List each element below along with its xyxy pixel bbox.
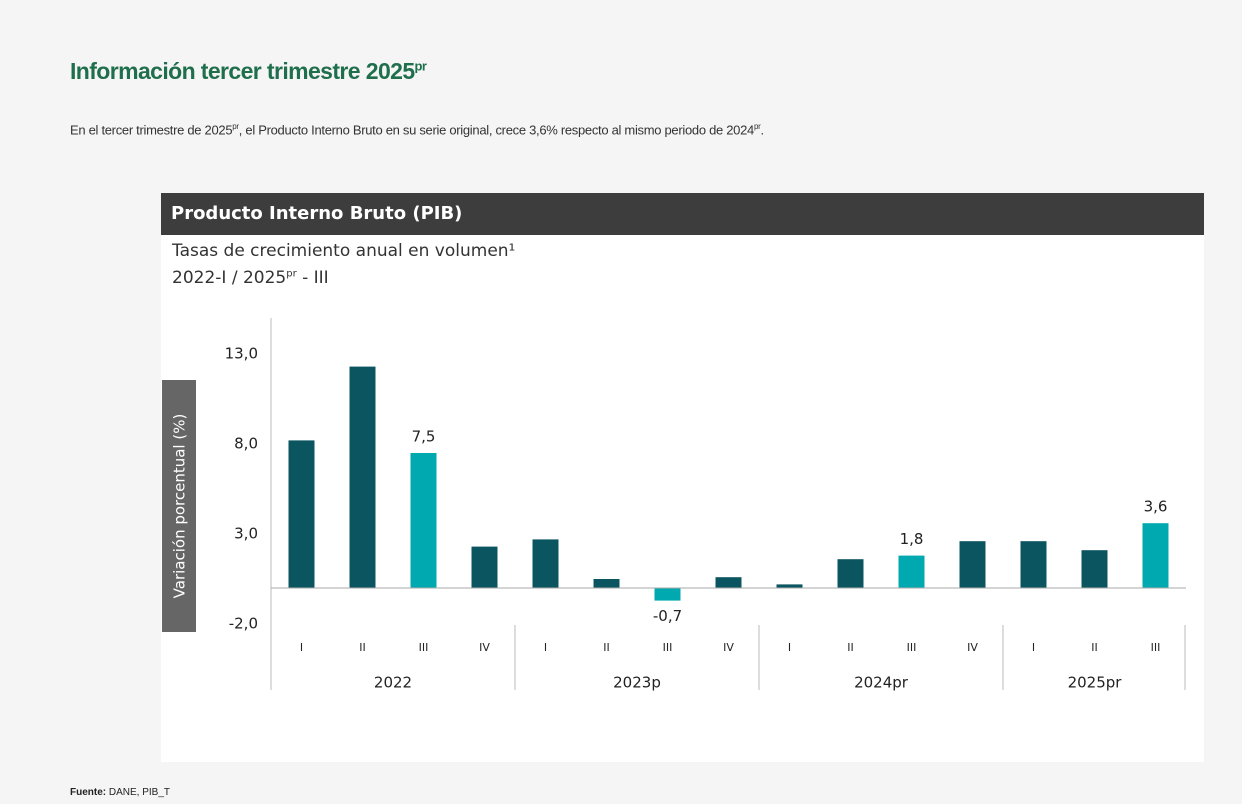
value-label: 7,5 (412, 428, 436, 446)
source-label: Fuente: (70, 787, 107, 798)
page-title: Información tercer trimestre 2025pr (70, 58, 427, 85)
bar (1142, 523, 1169, 588)
group-label: 2023p (613, 674, 661, 692)
bar (654, 588, 681, 601)
x-tick-label: IV (723, 641, 734, 654)
bar (837, 559, 864, 588)
bar (471, 546, 498, 588)
x-tick-label: IV (479, 641, 490, 654)
intro-text: En el tercer trimestre de 2025 (70, 122, 233, 138)
bar (410, 453, 437, 588)
chart-title: Producto Interno Bruto (PIB) (161, 193, 1204, 235)
period-text: 2022-I / 2025 (172, 268, 287, 288)
group-label: 2024pr (854, 674, 909, 692)
title-sup: pr (414, 58, 427, 74)
value-label: 3,6 (1144, 498, 1168, 516)
bar (715, 577, 742, 588)
intro-text: . (760, 122, 765, 138)
period-text: - III (296, 268, 329, 288)
intro-sup: pr (232, 122, 239, 131)
bar (959, 541, 986, 588)
x-tick-label: I (544, 641, 547, 654)
x-tick-label: IV (967, 641, 978, 654)
x-tick-label: I (788, 641, 791, 654)
group-label: 2025pr (1068, 674, 1123, 692)
chart-period: 2022-I / 2025pr - III (172, 268, 329, 288)
x-tick-label: III (907, 641, 917, 654)
x-tick-label: III (663, 641, 673, 654)
x-tick-label: II (1091, 641, 1098, 654)
bar (898, 555, 925, 588)
bar (1081, 550, 1108, 588)
group-label: 2022 (374, 674, 412, 692)
x-tick-label: I (300, 641, 303, 654)
source-text: DANE, PIB_T (108, 787, 171, 798)
value-label: 1,8 (900, 530, 924, 548)
y-tick-label: 13,0 (225, 345, 258, 363)
intro-text: , el Producto Interno Bruto en su serie … (238, 122, 755, 138)
x-tick-label: III (419, 641, 429, 654)
x-tick-label: II (359, 641, 366, 654)
x-tick-label: II (847, 641, 854, 654)
title-text: Información tercer trimestre 2025 (70, 58, 415, 84)
bar (1020, 541, 1047, 588)
value-label: -0,7 (653, 607, 682, 625)
bar (288, 440, 315, 588)
y-tick-label: 8,0 (234, 435, 258, 453)
chart-card: Producto Interno Bruto (PIB) Tasas de cr… (161, 193, 1204, 762)
x-tick-label: III (1151, 641, 1161, 654)
y-label-box (162, 380, 196, 632)
bar (593, 579, 620, 588)
x-tick-label: II (603, 641, 610, 654)
bar (532, 539, 559, 588)
bar (349, 366, 376, 588)
chart-subtitle: Tasas de crecimiento anual en volumen¹ (172, 241, 516, 261)
y-tick-label: -2,0 (229, 615, 258, 633)
intro-sup: pr (753, 122, 761, 131)
y-axis-label: Variación porcentual (%) (171, 414, 189, 599)
period-sup: pr (286, 268, 297, 280)
bar (776, 584, 803, 588)
source: Fuente: DANE, PIB_T (70, 787, 170, 798)
intro: En el tercer trimestre de 2025pr, el Pro… (70, 122, 764, 137)
y-tick-label: 3,0 (234, 525, 258, 543)
x-tick-label: I (1032, 641, 1035, 654)
